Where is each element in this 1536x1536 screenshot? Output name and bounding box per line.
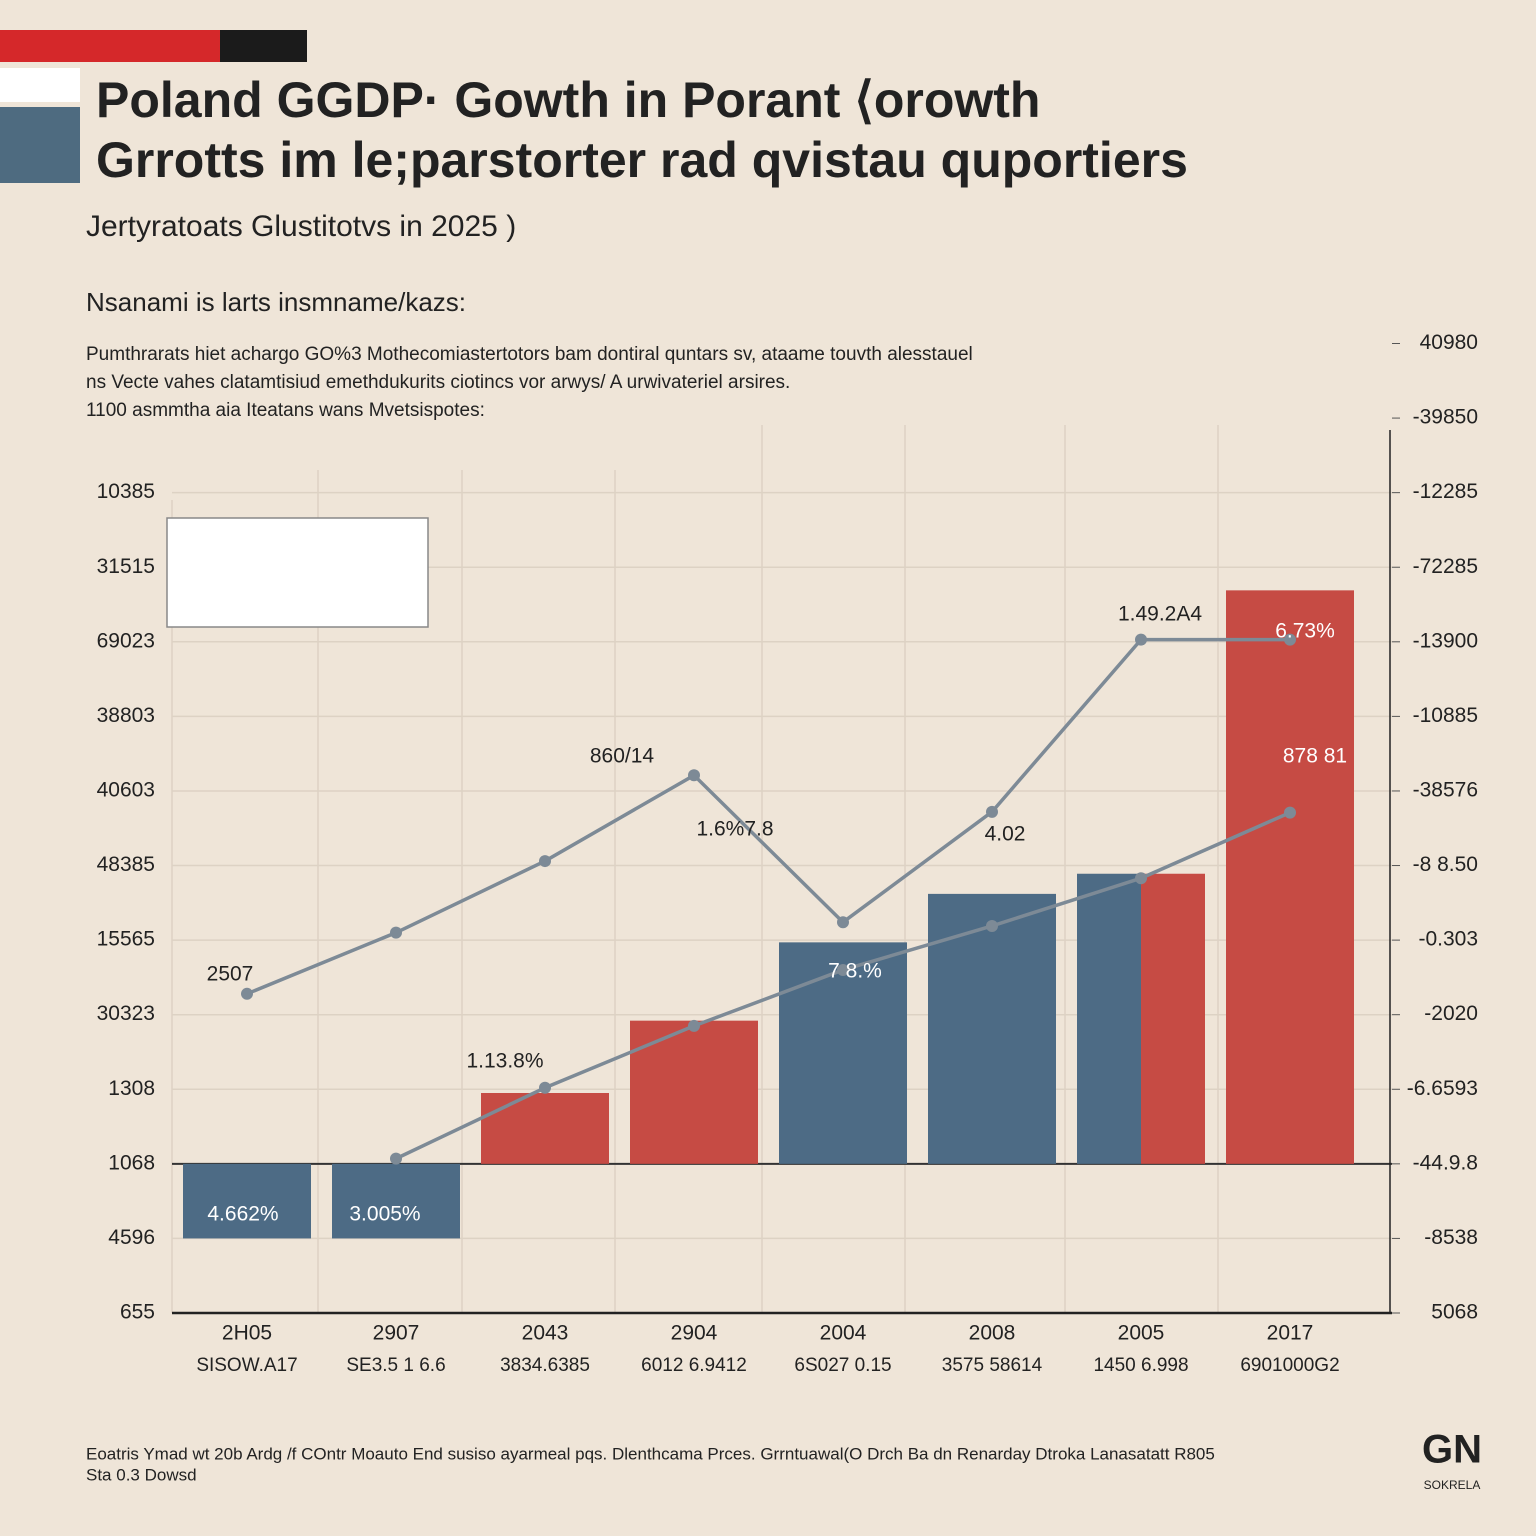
line-point [1284,633,1296,646]
line-point [390,926,402,939]
line-point [837,916,849,929]
data-label: 1.13.8% [466,1050,543,1073]
line-point [986,919,998,932]
y2-tick-label: -72285 [1413,555,1478,578]
line-point [1284,806,1296,819]
y2-tick-label: -10885 [1413,704,1478,727]
y2-tick-label: -8538 [1424,1226,1478,1249]
y2-tick-label: -6.6593 [1407,1077,1478,1100]
data-label: 1.6%7.8 [696,818,773,841]
bar [183,1163,311,1239]
flag-black [220,30,307,62]
x-tick-label: 2043 [522,1322,569,1345]
y2-tick-label: -38576 [1413,779,1478,802]
x-tick-label: 2907 [373,1322,420,1345]
line [246,637,1290,996]
data-label: 878 81 [1283,745,1347,768]
y2-tick-label: -39850 [1413,406,1478,429]
data-label: 4.662% [207,1203,278,1226]
bar [1077,873,1141,1164]
y-tick-label: 1068 [108,1151,155,1174]
y-tick-label: 4596 [108,1226,155,1249]
line-point [539,855,551,868]
x-tick-label: 2005 [1118,1322,1165,1345]
bar [779,942,907,1164]
bar [1226,590,1354,1164]
y-tick-label: 15565 [97,928,155,951]
y2-tick-label: -13900 [1413,629,1478,652]
y-tick-label: 69023 [97,629,155,652]
x-tick-sublabel: 3575 58614 [942,1355,1043,1376]
data-label: 6.73% [1275,620,1335,643]
line-point [539,1081,551,1094]
y-tick-label: 30323 [97,1002,155,1025]
x-tick-sublabel: SE3.5 1 6.6 [346,1355,445,1376]
y2-tick-label: -0.303 [1418,928,1478,951]
footer: Sta 0.3 Dowsd [86,1465,197,1484]
y2-tick-label: -8 8.50 [1413,853,1478,876]
y-tick-label: 31515 [97,555,155,578]
y2-tick-label: -44.9.8 [1413,1151,1478,1174]
x-tick-sublabel: 1450 6.998 [1093,1355,1188,1376]
y-tick-label: 48385 [97,853,155,876]
data-label: 7 8.% [828,960,882,983]
title: Grrotts im le;parstorter rad qvistau qup… [96,132,1188,188]
y2-tick-label: 5068 [1431,1301,1478,1324]
line-point [986,805,998,818]
flag-red [0,30,220,62]
x-tick-sublabel: 6S027 0.15 [794,1355,891,1376]
y-tick-label: 10385 [97,480,155,503]
title: Poland GGDP· Gowth in Porant ⟨orowth [96,72,1040,128]
bar [481,1092,609,1164]
y2-tick-label: 40980 [1420,331,1478,354]
description: 1100 asmmtha aia Iteatans wans Mvetsispo… [86,400,485,421]
line-point [1135,633,1147,646]
x-tick-label: 2H05 [222,1322,272,1345]
y-tick-label: 40603 [97,779,155,802]
x-tick-sublabel: 6901000G2 [1240,1355,1339,1376]
data-label: 860/14 [590,745,655,768]
footer: Eoatris Ymad wt 20b Ardg /f COntr Moauto… [86,1444,1215,1463]
description: ns Vecte vahes clatamtisiud emethdukurit… [86,372,790,393]
flag-white [0,68,80,102]
bar [1141,873,1205,1164]
y-tick-label: 1308 [108,1077,155,1100]
y2-tick-label: -2020 [1424,1002,1478,1025]
line-point [688,769,700,782]
bar [630,1020,758,1164]
x-tick-label: 2008 [969,1322,1016,1345]
x-tick-label: 2904 [671,1322,718,1345]
plot: 10385 31515 69023 38803 40603 48385 15565 30323… [97,331,1478,1376]
description: Pumthrarats hiet achargo GO%3 Mothecomia… [86,344,973,365]
data-label: 1.49.2A4 [1118,603,1202,626]
heading: Nsanami is larts insmname/kazs: [86,287,466,317]
data-label: 3.005% [349,1203,420,1226]
subtitle: Jertyratoats Glustitotvs in 2025 ) [86,210,516,243]
logo-sub: SOKRELA [1424,1478,1481,1492]
line-point [837,963,849,976]
x-tick-sublabel: 3834.6385 [500,1355,590,1376]
line-point [390,1152,402,1165]
y-tick-label: 655 [120,1301,155,1324]
legend-box [166,517,429,628]
flag-blue [0,107,80,183]
logo: GN [1422,1428,1482,1472]
x-tick-label: 2017 [1267,1322,1314,1345]
v-grid [171,425,1219,1313]
line-point [1135,872,1147,885]
y-tick-label: 38803 [97,704,155,727]
bar [332,1163,460,1239]
y2-tick-label: -12285 [1413,480,1478,503]
data-label: 4.02 [985,823,1026,846]
bar [928,893,1056,1164]
data-label: 2507 [207,963,254,986]
line-point [241,987,253,1000]
x-tick-sublabel: 6012 6.9412 [641,1355,747,1376]
x-tick-sublabel: SISOW.A17 [196,1355,297,1376]
line-point [688,1019,700,1032]
x-tick-label: 2004 [820,1322,867,1345]
